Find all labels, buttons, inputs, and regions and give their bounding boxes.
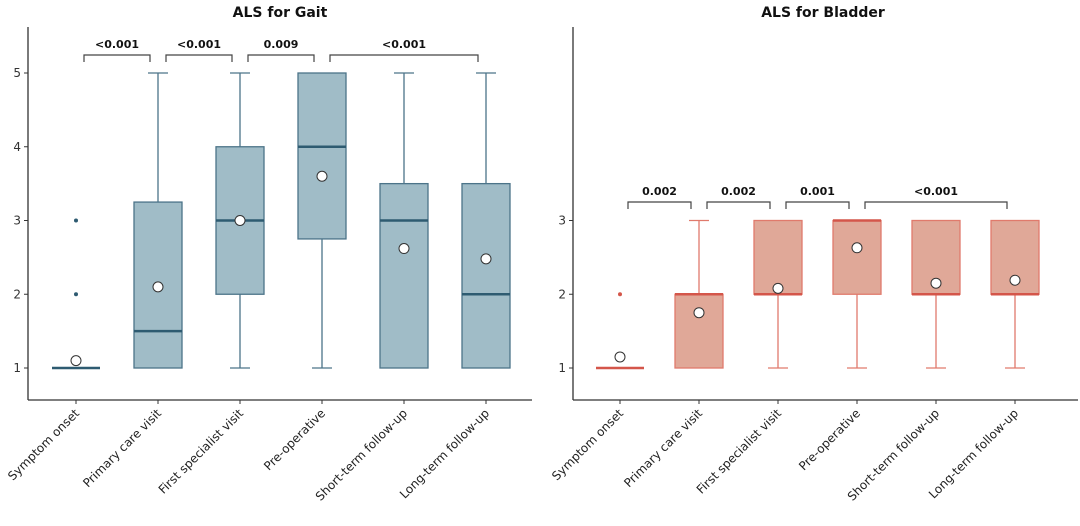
- x-tick-label: Pre-operative: [261, 406, 328, 473]
- y-tick-label: 3: [558, 214, 566, 228]
- mean-marker: [614, 351, 626, 363]
- box-iqr: [753, 219, 803, 295]
- p-value-label: <0.001: [382, 38, 426, 51]
- x-tick-label: Symptom onset: [549, 406, 626, 483]
- box-primary-care-visit: [133, 72, 183, 369]
- p-value-label: 0.009: [264, 38, 299, 51]
- p-value-label: 0.001: [800, 185, 835, 198]
- comparison-bracket: 0.001: [785, 185, 850, 209]
- y-tick-label: 3: [13, 214, 21, 228]
- box-primary-care-visit: [674, 219, 724, 369]
- y-tick-label: 2: [558, 287, 566, 301]
- x-tick-label: Short-term follow-up: [313, 406, 410, 503]
- box-symptom-onset: [52, 218, 100, 370]
- p-value-label: <0.001: [914, 185, 958, 198]
- bracket-line: [247, 54, 315, 62]
- mean-marker: [70, 355, 82, 367]
- chart-title: ALS for Gait: [233, 5, 328, 21]
- bracket-line: [864, 201, 1008, 209]
- box-pre-operative: [297, 72, 347, 369]
- comparison-bracket: 0.002: [627, 185, 692, 209]
- box-first-specialist-visit: [215, 72, 265, 369]
- mean-marker: [930, 277, 942, 289]
- box-iqr: [461, 182, 511, 369]
- x-tick-label: Long-term follow-up: [926, 406, 1021, 501]
- box-iqr: [379, 182, 429, 369]
- mean-marker: [234, 215, 246, 226]
- bracket-line: [83, 54, 151, 62]
- y-tick-label: 1: [13, 361, 21, 375]
- comparison-bracket: <0.001: [165, 38, 233, 62]
- bracket-line: [627, 201, 692, 209]
- p-value-label: <0.001: [177, 38, 221, 51]
- box-iqr: [832, 219, 882, 295]
- mean-marker: [772, 282, 784, 294]
- mean-marker: [398, 243, 410, 255]
- box-iqr: [674, 293, 724, 369]
- comparison-bracket: <0.001: [864, 185, 1008, 209]
- chart-title: ALS for Bladder: [761, 5, 885, 21]
- p-value-label: 0.002: [642, 185, 677, 198]
- mean-marker: [480, 253, 492, 265]
- box-pre-operative: [832, 219, 882, 369]
- x-tick-label: Long-term follow-up: [397, 406, 492, 501]
- bracket-line: [329, 54, 479, 62]
- x-tick-label: Primary care visit: [621, 406, 705, 490]
- mean-marker: [316, 170, 328, 182]
- mean-marker: [851, 242, 863, 254]
- box-short-term-follow-up: [911, 219, 961, 369]
- y-tick-label: 4: [13, 140, 21, 154]
- box-first-specialist-visit: [753, 219, 803, 369]
- bracket-line: [785, 201, 850, 209]
- box-symptom-onset: [596, 292, 644, 370]
- p-value-label: <0.001: [95, 38, 139, 51]
- comparison-bracket: 0.009: [247, 38, 315, 62]
- y-tick-label: 5: [13, 66, 21, 80]
- comparison-bracket: 0.002: [706, 185, 771, 209]
- box-short-term-follow-up: [379, 72, 429, 369]
- box-long-term-follow-up: [990, 219, 1040, 369]
- y-tick-label: 2: [13, 287, 21, 301]
- mean-marker: [152, 281, 164, 293]
- x-tick-label: First specialist visit: [694, 406, 785, 497]
- comparison-bracket: <0.001: [329, 38, 479, 62]
- bracket-line: [706, 201, 771, 209]
- outlier-point: [74, 218, 78, 223]
- box-long-term-follow-up: [461, 72, 511, 369]
- mean-marker: [1009, 274, 1021, 286]
- outlier-point: [618, 292, 622, 297]
- p-value-label: 0.002: [721, 185, 756, 198]
- y-tick-label: 1: [558, 361, 566, 375]
- mean-marker: [693, 307, 705, 319]
- comparison-bracket: <0.001: [83, 38, 151, 62]
- x-tick-label: Symptom onset: [5, 406, 82, 483]
- box-iqr: [297, 72, 347, 240]
- outlier-point: [74, 292, 78, 297]
- x-tick-label: Pre-operative: [796, 406, 863, 473]
- x-tick-label: First specialist visit: [156, 406, 247, 497]
- bracket-line: [165, 54, 233, 62]
- x-tick-label: Primary care visit: [80, 406, 164, 490]
